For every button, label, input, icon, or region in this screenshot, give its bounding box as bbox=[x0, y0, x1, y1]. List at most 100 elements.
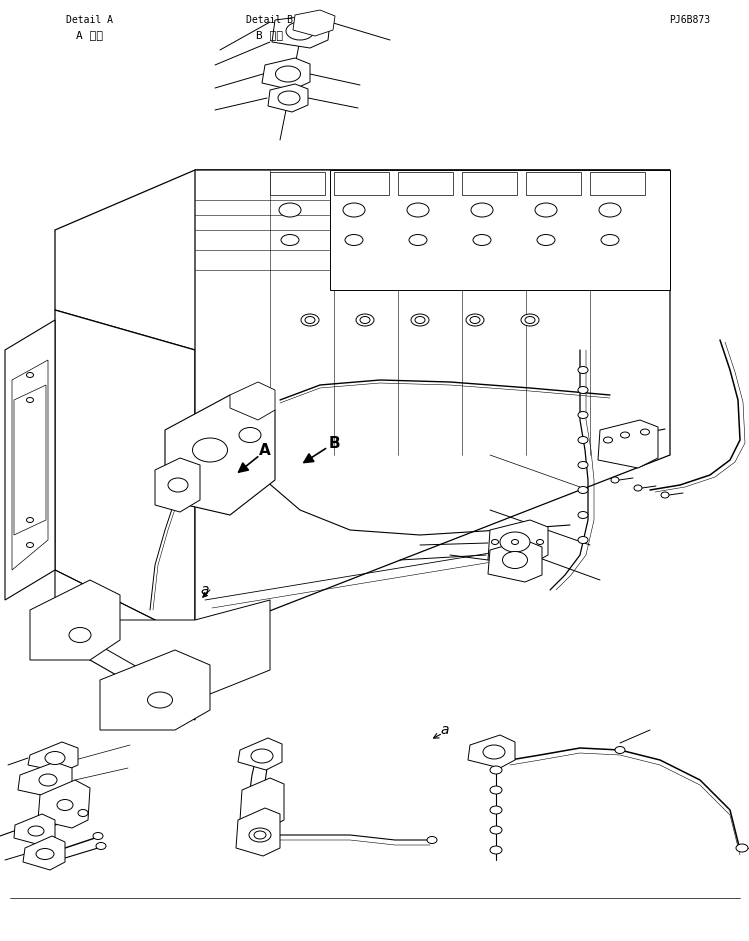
Ellipse shape bbox=[26, 397, 34, 403]
Ellipse shape bbox=[26, 518, 34, 522]
Ellipse shape bbox=[490, 786, 502, 794]
Ellipse shape bbox=[490, 806, 502, 814]
Polygon shape bbox=[55, 310, 195, 640]
Polygon shape bbox=[55, 170, 670, 350]
Ellipse shape bbox=[45, 752, 65, 764]
Ellipse shape bbox=[490, 766, 502, 774]
Text: B 詳細: B 詳細 bbox=[256, 30, 284, 40]
Ellipse shape bbox=[615, 746, 625, 754]
Ellipse shape bbox=[604, 437, 613, 443]
Ellipse shape bbox=[601, 234, 619, 246]
Polygon shape bbox=[55, 600, 270, 700]
Ellipse shape bbox=[620, 432, 629, 438]
Polygon shape bbox=[598, 420, 658, 468]
Polygon shape bbox=[268, 84, 308, 112]
Ellipse shape bbox=[411, 314, 429, 326]
Ellipse shape bbox=[249, 828, 271, 842]
Ellipse shape bbox=[78, 809, 88, 817]
Polygon shape bbox=[14, 814, 55, 845]
Ellipse shape bbox=[305, 316, 315, 324]
Ellipse shape bbox=[356, 314, 374, 326]
Ellipse shape bbox=[96, 842, 106, 850]
Ellipse shape bbox=[503, 551, 527, 568]
Ellipse shape bbox=[471, 203, 493, 217]
Ellipse shape bbox=[490, 826, 502, 834]
Ellipse shape bbox=[93, 833, 103, 839]
Ellipse shape bbox=[26, 373, 34, 377]
Polygon shape bbox=[195, 170, 670, 640]
Polygon shape bbox=[30, 580, 120, 660]
Ellipse shape bbox=[535, 203, 557, 217]
Polygon shape bbox=[398, 172, 453, 195]
Ellipse shape bbox=[483, 745, 505, 759]
Ellipse shape bbox=[192, 438, 228, 462]
Ellipse shape bbox=[343, 203, 365, 217]
Ellipse shape bbox=[251, 749, 273, 763]
Ellipse shape bbox=[578, 512, 588, 518]
Ellipse shape bbox=[281, 234, 299, 246]
Ellipse shape bbox=[57, 800, 73, 810]
Ellipse shape bbox=[470, 316, 480, 324]
Ellipse shape bbox=[407, 203, 429, 217]
Ellipse shape bbox=[148, 692, 172, 708]
Polygon shape bbox=[5, 320, 55, 600]
Ellipse shape bbox=[69, 628, 91, 643]
Ellipse shape bbox=[415, 316, 425, 324]
Text: Detail A: Detail A bbox=[67, 15, 114, 25]
Polygon shape bbox=[272, 15, 330, 48]
Polygon shape bbox=[12, 360, 48, 570]
Text: a: a bbox=[201, 583, 209, 597]
Ellipse shape bbox=[578, 437, 588, 443]
Polygon shape bbox=[28, 742, 78, 772]
Polygon shape bbox=[100, 650, 210, 730]
Ellipse shape bbox=[578, 461, 588, 469]
Text: A: A bbox=[259, 442, 271, 457]
Ellipse shape bbox=[466, 314, 484, 326]
Ellipse shape bbox=[360, 316, 370, 324]
Ellipse shape bbox=[491, 539, 499, 545]
Polygon shape bbox=[590, 172, 645, 195]
Ellipse shape bbox=[611, 477, 619, 483]
Polygon shape bbox=[293, 10, 335, 36]
Ellipse shape bbox=[427, 837, 437, 843]
Ellipse shape bbox=[634, 485, 642, 491]
Ellipse shape bbox=[279, 203, 301, 217]
Ellipse shape bbox=[301, 314, 319, 326]
Polygon shape bbox=[462, 172, 517, 195]
Ellipse shape bbox=[39, 774, 57, 786]
Ellipse shape bbox=[537, 234, 555, 246]
Ellipse shape bbox=[36, 849, 54, 859]
Text: a: a bbox=[440, 723, 449, 737]
Ellipse shape bbox=[239, 427, 261, 442]
Text: A 詳細: A 詳細 bbox=[76, 30, 103, 40]
Ellipse shape bbox=[26, 543, 34, 548]
Polygon shape bbox=[230, 382, 275, 420]
Ellipse shape bbox=[578, 411, 588, 419]
Ellipse shape bbox=[521, 314, 539, 326]
Polygon shape bbox=[238, 738, 282, 770]
Polygon shape bbox=[526, 172, 581, 195]
Ellipse shape bbox=[578, 536, 588, 544]
Ellipse shape bbox=[578, 387, 588, 393]
Polygon shape bbox=[23, 836, 65, 870]
Ellipse shape bbox=[168, 478, 188, 492]
Polygon shape bbox=[468, 735, 515, 768]
Ellipse shape bbox=[525, 316, 535, 324]
Ellipse shape bbox=[536, 539, 544, 545]
Polygon shape bbox=[240, 778, 284, 828]
Polygon shape bbox=[262, 58, 310, 90]
Text: B: B bbox=[328, 436, 340, 451]
Ellipse shape bbox=[500, 532, 530, 552]
Polygon shape bbox=[165, 395, 275, 515]
Ellipse shape bbox=[276, 66, 300, 82]
Ellipse shape bbox=[578, 366, 588, 374]
Text: PJ6B873: PJ6B873 bbox=[670, 15, 711, 25]
Ellipse shape bbox=[473, 234, 491, 246]
Ellipse shape bbox=[254, 831, 266, 839]
Ellipse shape bbox=[286, 22, 314, 40]
Polygon shape bbox=[55, 570, 195, 720]
Polygon shape bbox=[334, 172, 389, 195]
Ellipse shape bbox=[736, 844, 748, 852]
Ellipse shape bbox=[599, 203, 621, 217]
Ellipse shape bbox=[28, 826, 44, 836]
